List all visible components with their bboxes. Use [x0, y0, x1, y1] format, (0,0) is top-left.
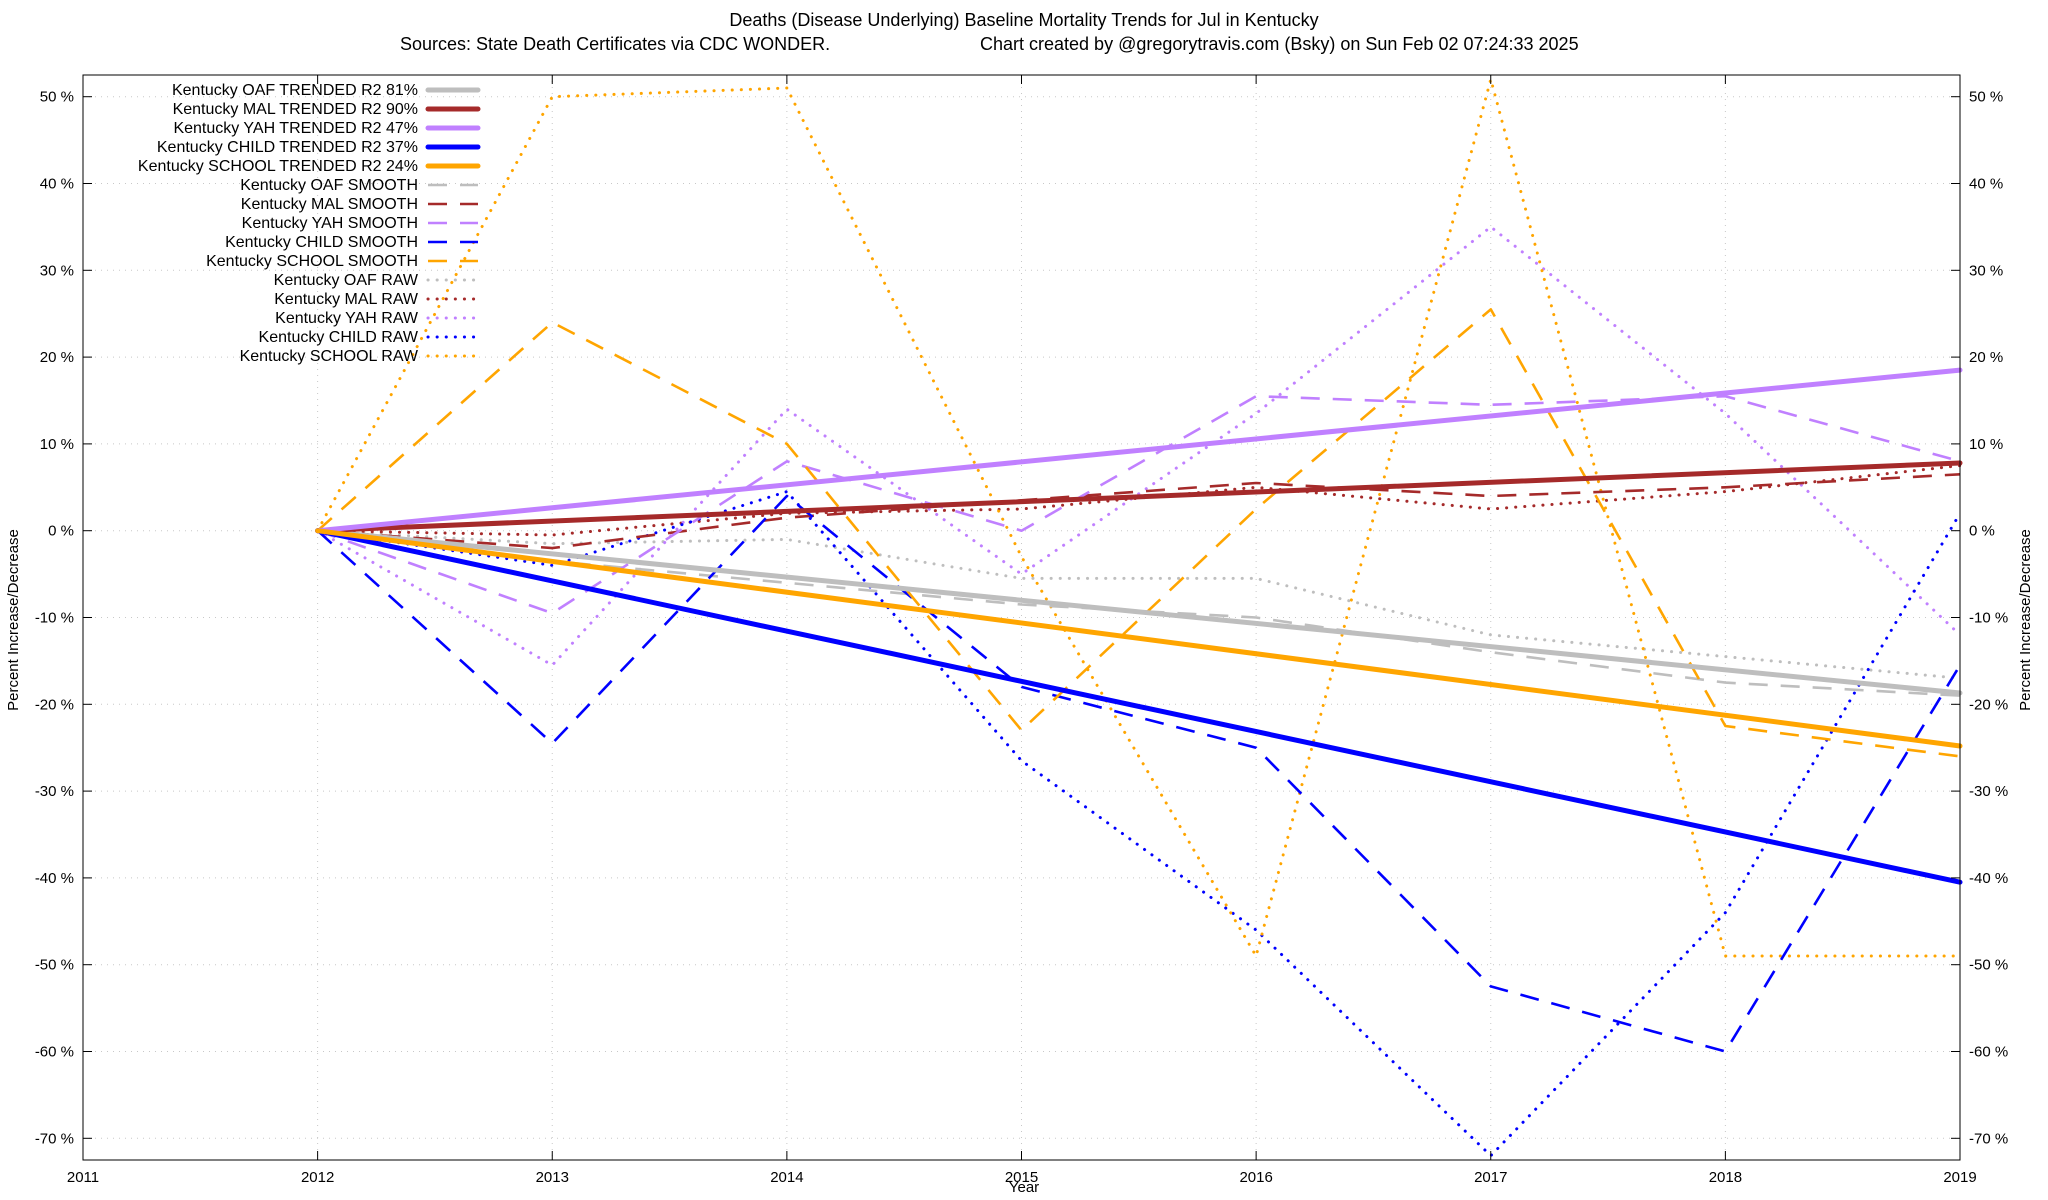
y-tick-label-right: 20 %	[1969, 349, 2003, 366]
legend-label: Kentucky YAH SMOOTH	[242, 215, 418, 232]
y-tick-label-left: -30 %	[35, 783, 74, 800]
chart-subtitle-credit: Chart created by @gregorytravis.com (Bsk…	[980, 34, 1579, 54]
y-tick-label-right: 0 %	[1969, 523, 1995, 540]
series-line-kentucky-school-smooth	[316, 308, 1961, 758]
legend-label: Kentucky SCHOOL SMOOTH	[206, 253, 418, 270]
y-tick-label-right: -40 %	[1969, 870, 2008, 887]
y-tick-label-right: -70 %	[1969, 1130, 2008, 1147]
y-axis-label-left: Percent Increase/Decrease	[5, 529, 22, 711]
legend-label: Kentucky SCHOOL TRENDED R2 24%	[138, 158, 418, 175]
y-tick-label-right: 10 %	[1969, 436, 2003, 453]
x-tick-label: 2017	[1474, 1169, 1507, 1186]
series-line-kentucky-child-trended	[315, 528, 1963, 885]
x-tick-label: 2018	[1709, 1169, 1742, 1186]
legend-label: Kentucky MAL RAW	[274, 291, 419, 308]
y-tick-label-left: -10 %	[35, 610, 74, 627]
x-tick-label: 2019	[1943, 1169, 1976, 1186]
y-tick-label-left: -20 %	[35, 696, 74, 713]
legend-label: Kentucky OAF RAW	[274, 272, 419, 289]
legend-label: Kentucky CHILD TRENDED R2 37%	[157, 139, 418, 156]
x-tick-label: 2016	[1239, 1169, 1272, 1186]
y-tick-label-left: 30 %	[40, 262, 74, 279]
legend-label: Kentucky CHILD SMOOTH	[225, 234, 418, 251]
series-line-kentucky-mal-smooth	[317, 473, 1961, 550]
series-line-kentucky-mal-raw	[316, 464, 1962, 537]
y-tick-label-right: 40 %	[1969, 176, 2003, 193]
x-tick-label: 2014	[770, 1169, 803, 1186]
series-line-kentucky-child-smooth	[316, 494, 1962, 1053]
x-tick-label: 2011	[67, 1169, 99, 1186]
series-line-kentucky-school-raw	[316, 73, 1962, 960]
series-line-kentucky-mal-trended	[315, 460, 1963, 534]
y-tick-label-right: -60 %	[1969, 1044, 2008, 1061]
legend-label: Kentucky YAH RAW	[275, 310, 419, 327]
legend-label: Kentucky SCHOOL RAW	[240, 348, 419, 365]
y-tick-label-left: -50 %	[35, 957, 74, 974]
legend-label: Kentucky OAF SMOOTH	[240, 177, 418, 194]
series-line-kentucky-oaf-trended	[315, 528, 1963, 696]
legend-label: Kentucky OAF TRENDED R2 81%	[172, 82, 418, 99]
legend: Kentucky OAF TRENDED R2 81% Kentucky MAL …	[138, 82, 481, 365]
series-line-kentucky-school-trended	[315, 528, 1963, 749]
y-tick-label-right: -30 %	[1969, 783, 2008, 800]
series-line-kentucky-yah-trended	[315, 367, 1963, 534]
y-tick-label-right: -20 %	[1969, 696, 2008, 713]
chart-subtitle-sources: Sources: State Death Certificates via CD…	[400, 34, 830, 54]
y-tick-label-left: 0 %	[48, 523, 74, 540]
y-axis-label-right: Percent Increase/Decrease	[2017, 529, 2034, 711]
legend-label: Kentucky MAL TRENDED R2 90%	[173, 101, 418, 118]
y-tick-label-right: 30 %	[1969, 262, 2003, 279]
axis-ticks: 50 % 50 % 40 % 40 % 30 % 30 % 20 % 20 % 10 % 10 %…	[35, 75, 2008, 1186]
series-line-kentucky-child-raw	[316, 489, 1962, 1158]
series-lines	[315, 73, 1963, 1158]
chart-title: Deaths (Disease Underlying) Baseline Mor…	[729, 10, 1318, 30]
y-tick-label-left: 50 %	[40, 89, 74, 106]
x-tick-label: 2015	[1005, 1169, 1038, 1186]
y-tick-label-left: 10 %	[40, 436, 74, 453]
y-tick-label-left: 20 %	[40, 349, 74, 366]
x-tick-label: 2013	[536, 1169, 569, 1186]
y-tick-label-left: -60 %	[35, 1044, 74, 1061]
y-tick-label-right: -10 %	[1969, 610, 2008, 627]
x-axis-label: Year	[1009, 1179, 1039, 1196]
legend-label: Kentucky YAH TRENDED R2 47%	[173, 120, 418, 137]
series-line-kentucky-oaf-smooth	[317, 529, 1961, 697]
y-tick-label-right: -50 %	[1969, 957, 2008, 974]
y-tick-label-left: 40 %	[40, 176, 74, 193]
series-line-kentucky-yah-raw	[316, 224, 1962, 668]
y-tick-label-right: 50 %	[1969, 89, 2003, 106]
x-tick-label: 2012	[301, 1169, 334, 1186]
y-tick-label-left: -70 %	[35, 1130, 74, 1147]
y-tick-label-left: -40 %	[35, 870, 74, 887]
legend-label: Kentucky CHILD RAW	[259, 329, 419, 346]
legend-label: Kentucky MAL SMOOTH	[241, 196, 418, 213]
